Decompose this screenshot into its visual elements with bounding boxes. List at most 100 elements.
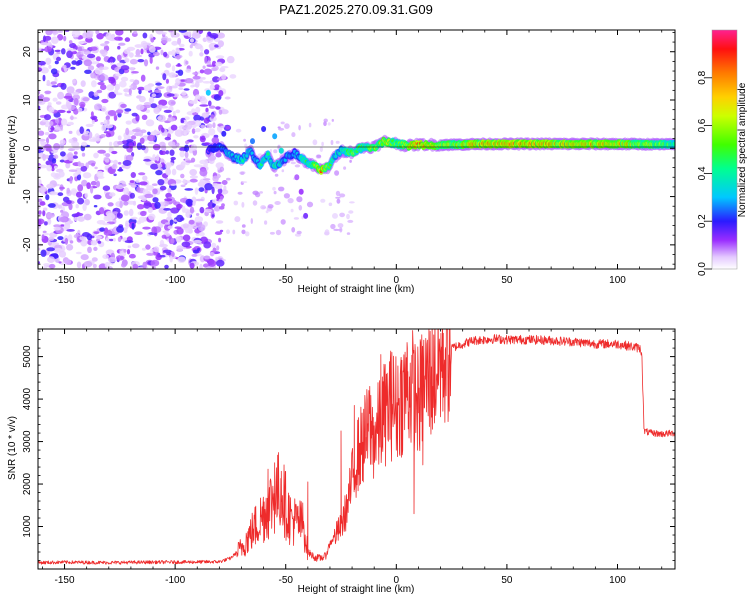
noise-blob (167, 225, 173, 230)
noise-blob (116, 54, 122, 61)
noise-blob (312, 139, 318, 146)
noise-blob (97, 74, 105, 81)
noise-blob (56, 56, 61, 62)
noise-blob (132, 243, 140, 249)
noise-blob (77, 216, 85, 222)
noise-blob (123, 48, 131, 55)
noise-blob (226, 55, 235, 64)
noise-blob (204, 208, 213, 213)
noise-blob (221, 203, 225, 208)
noise-blob (168, 114, 172, 118)
noise-blob (130, 216, 138, 220)
noise-blob (70, 66, 76, 70)
noise-blob (46, 212, 55, 218)
noise-blob (58, 250, 67, 258)
noise-blob (38, 219, 42, 227)
noise-blob (132, 128, 141, 133)
noise-blob (150, 103, 157, 109)
noise-blob (74, 212, 84, 217)
spectrogram-blob (303, 212, 309, 219)
noise-blob (174, 82, 180, 86)
noise-blob (189, 44, 193, 49)
noise-blob (140, 210, 147, 217)
noise-blob (349, 159, 352, 163)
noise-blob (202, 65, 206, 69)
noise-blob (172, 110, 176, 116)
noise-blob (105, 115, 111, 121)
noise-blob (132, 200, 137, 206)
noise-blob (219, 67, 226, 73)
noise-blob (184, 144, 190, 152)
noise-blob (198, 224, 206, 232)
noise-blob (128, 208, 134, 217)
noise-blob (99, 207, 105, 215)
noise-blob (208, 128, 216, 136)
noise-blob (335, 140, 340, 144)
noise-blob (198, 232, 205, 237)
noise-blob (150, 38, 155, 43)
noise-blob (155, 66, 160, 70)
spectrogram-blob (278, 147, 284, 154)
noise-blob (162, 73, 167, 81)
noise-blob (140, 145, 146, 151)
noise-blob (55, 101, 62, 105)
ridge-core (266, 152, 270, 156)
noise-blob (287, 198, 294, 204)
noise-blob (178, 30, 188, 33)
x-tick-label: 100 (609, 575, 626, 586)
noise-blob (250, 218, 253, 224)
noise-blob (84, 192, 89, 199)
noise-blob (68, 169, 78, 172)
x-tick-label: -150 (55, 275, 75, 286)
noise-blob (143, 84, 152, 92)
noise-blob (50, 36, 59, 44)
noise-blob (136, 142, 142, 150)
noise-blob (175, 236, 182, 243)
noise-blob (339, 212, 345, 218)
noise-blob (104, 40, 110, 44)
noise-blob (157, 163, 163, 169)
noise-blob (171, 65, 176, 72)
noise-blob (348, 210, 354, 214)
noise-blob (155, 82, 162, 86)
noise-blob (241, 224, 246, 228)
noise-blob (168, 99, 176, 106)
noise-blob (117, 236, 122, 242)
noise-blob (52, 97, 58, 102)
noise-blob (73, 151, 78, 155)
noise-blob (179, 150, 185, 158)
noise-blob (134, 54, 143, 58)
noise-blob (46, 79, 51, 87)
noise-blob (182, 234, 191, 242)
noise-blob (155, 170, 163, 176)
noise-blob (198, 187, 205, 193)
noise-blob (78, 162, 85, 167)
noise-blob (215, 55, 225, 59)
noise-blob (130, 172, 136, 178)
noise-blob (76, 261, 82, 269)
noise-blob (114, 88, 119, 95)
noise-blob (275, 229, 282, 236)
noise-blob (90, 186, 94, 194)
noise-blob (38, 247, 41, 251)
noise-blob (91, 119, 95, 125)
noise-blob (138, 172, 146, 176)
noise-blob (48, 133, 57, 140)
noise-blob (113, 173, 117, 177)
noise-blob (83, 261, 93, 268)
x-tick-label: 0 (394, 575, 400, 586)
noise-blob (118, 166, 123, 172)
noise-blob (105, 32, 112, 40)
noise-blob (114, 36, 123, 41)
noise-blob (109, 238, 114, 242)
noise-blob (195, 106, 201, 113)
noise-blob (129, 67, 134, 70)
noise-blob (123, 210, 129, 216)
noise-blob (40, 42, 50, 46)
noise-blob (278, 186, 285, 192)
noise-blob (68, 138, 74, 144)
noise-blob (106, 84, 115, 91)
noise-blob (327, 122, 331, 126)
noise-blob (192, 200, 196, 206)
noise-blob (134, 44, 144, 48)
